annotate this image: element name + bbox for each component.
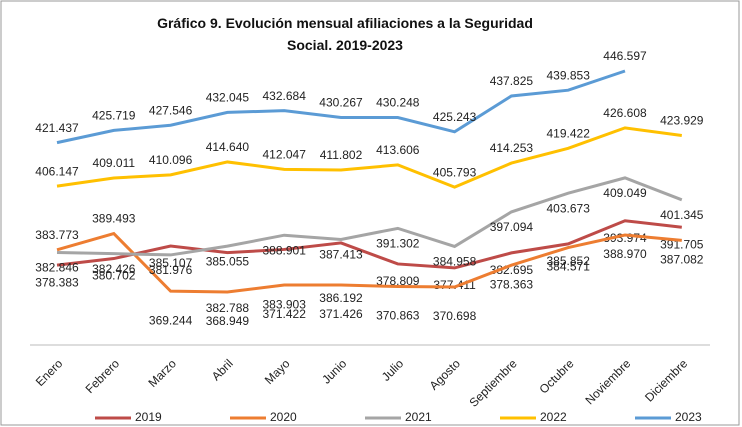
- data-label: 419.422: [547, 127, 591, 141]
- data-label: 414.253: [490, 141, 534, 155]
- series-line: [56, 219, 682, 270]
- x-tick-label: Enero: [33, 356, 66, 389]
- data-label: 412.047: [263, 148, 307, 162]
- data-label: 385.055: [206, 254, 250, 268]
- data-label: 401.345: [660, 208, 704, 222]
- data-label: 387.413: [319, 248, 363, 262]
- x-tick-label: Junio: [319, 356, 349, 386]
- data-label: 388.901: [263, 243, 307, 257]
- data-label: 413.606: [376, 143, 420, 157]
- data-label: 437.825: [490, 74, 534, 88]
- data-label: 384.571: [547, 260, 591, 274]
- data-label: 427.546: [149, 103, 193, 117]
- legend-label: 2022: [540, 410, 567, 424]
- data-label: 397.094: [490, 220, 534, 234]
- data-label: 391.705: [660, 237, 704, 251]
- data-label: 385.852: [547, 254, 591, 268]
- data-label: 432.045: [206, 91, 250, 105]
- data-label: 406.147: [35, 164, 79, 178]
- data-label: 391.302: [376, 237, 420, 251]
- x-tick-label: Febrero: [83, 356, 123, 396]
- x-tick-label: Septiembre: [466, 356, 520, 410]
- data-label: 370.863: [376, 309, 420, 323]
- series-line: [56, 176, 683, 257]
- data-label: 393.974: [603, 231, 647, 245]
- data-label: 369.244: [149, 313, 193, 327]
- data-label: 378.383: [35, 275, 79, 289]
- series-line: [56, 126, 682, 189]
- data-label: 368.949: [206, 314, 250, 328]
- data-label: 414.640: [206, 140, 250, 154]
- data-label: 432.684: [263, 89, 307, 103]
- data-label: 426.608: [603, 106, 647, 120]
- series-line: [56, 69, 626, 145]
- series-line: [56, 231, 682, 294]
- x-tick-label: Noviembre: [582, 356, 633, 407]
- data-label: 425.243: [433, 110, 477, 124]
- data-label: 383.773: [35, 228, 79, 242]
- data-label: 430.267: [319, 96, 363, 110]
- data-label: 409.011: [93, 156, 136, 170]
- data-label: 405.793: [433, 165, 477, 179]
- data-label: 384.958: [433, 255, 477, 269]
- legend-label: 2023: [675, 410, 702, 424]
- x-tick-label: Mayo: [262, 356, 293, 387]
- data-label: 385.107: [149, 256, 193, 270]
- data-label: 403.673: [547, 201, 591, 215]
- data-label: 386.192: [319, 291, 363, 305]
- data-label: 409.049: [603, 186, 647, 200]
- data-label: 411.802: [320, 148, 363, 162]
- data-label: 439.853: [547, 68, 591, 82]
- data-label: 425.719: [92, 109, 136, 123]
- data-label: 382.846: [35, 261, 79, 275]
- legend-label: 2019: [135, 410, 162, 424]
- data-label: 423.929: [660, 114, 704, 128]
- data-label: 421.437: [35, 121, 79, 135]
- data-label: 381.976: [149, 263, 193, 277]
- data-label: 382.788: [206, 301, 250, 315]
- data-label: 378.809: [376, 274, 420, 288]
- data-label: 430.248: [376, 96, 420, 110]
- legend-label: 2020: [270, 410, 297, 424]
- chart-title: Gráfico 9. Evolución mensual afiliacione…: [157, 15, 533, 53]
- data-label: 389.493: [92, 212, 136, 226]
- data-label: 380.702: [92, 269, 136, 283]
- data-label: 410.096: [149, 153, 193, 167]
- x-tick-label: Marzo: [145, 356, 179, 390]
- x-tick-label: Abril: [209, 356, 236, 383]
- x-tick-label: Diciembre: [642, 356, 690, 404]
- legend-label: 2021: [405, 410, 432, 424]
- data-label: 387.082: [660, 253, 704, 267]
- x-tick-label: Octubre: [536, 356, 576, 396]
- data-label: 371.426: [319, 307, 363, 321]
- x-tick-label: Julio: [379, 356, 407, 384]
- data-label: 378.363: [490, 277, 534, 291]
- data-label: 382.426: [92, 262, 136, 276]
- x-tick-label: Agosto: [427, 356, 464, 393]
- data-label: 382.695: [490, 263, 534, 277]
- data-label: 446.597: [603, 49, 647, 63]
- data-label: 371.422: [263, 307, 307, 321]
- data-label: 370.698: [433, 309, 477, 323]
- data-label: 388.970: [603, 247, 647, 261]
- data-label: 383.903: [263, 298, 307, 312]
